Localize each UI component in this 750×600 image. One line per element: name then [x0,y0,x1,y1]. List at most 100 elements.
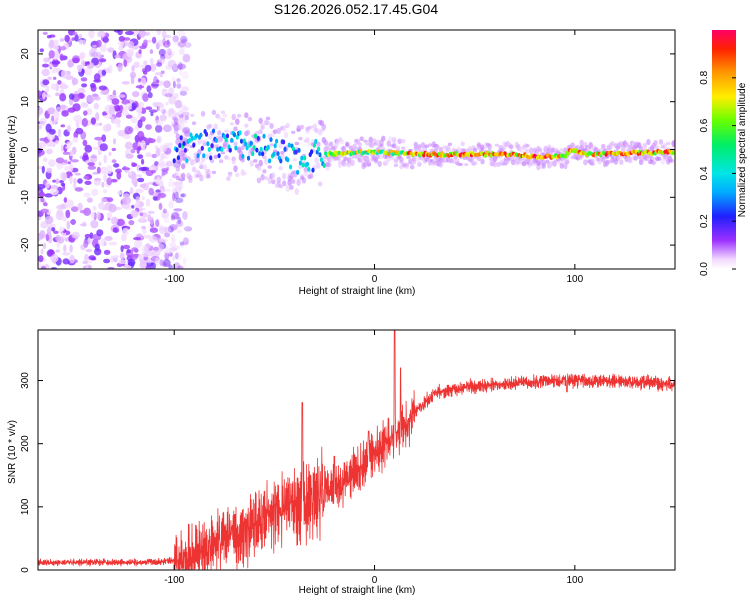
spectrogram-cell [125,114,133,119]
spectrogram-cell [121,167,131,171]
spectrogram-cell [190,159,195,166]
chart-title: S126.2026.052.17.45.G04 [273,1,439,17]
spectrogram-cell [224,129,229,133]
spectrogram-cell [146,137,153,143]
spectrogram-cell [255,147,259,153]
spectrogram-cell [228,147,232,153]
spectrogram-cell [174,181,182,187]
spectrogram-cell [176,83,182,89]
spectrogram-cell [181,86,189,93]
spectrogram-cell [85,248,93,253]
spectrogram-cell [175,197,184,204]
spectrogram-cell [53,45,60,50]
spectrogram-cell [161,173,165,177]
spectrogram-cell [151,36,157,44]
spectrogram-cell [406,155,411,160]
spectrogram-cell [131,102,137,111]
spectrogram-cell [125,153,134,159]
spectrogram-cell [525,144,530,148]
spectrogram-cell [57,80,62,85]
spectrogram-cell [60,124,66,128]
spectrogram-cell [111,159,117,164]
spectrogram-cell [386,140,391,147]
spectrogram-cell [467,145,473,152]
spectrogram-cell [142,93,149,102]
spectrogram-cell [350,159,355,167]
spectrogram-cell [160,70,165,75]
spectrogram-cell [202,140,208,144]
spectrogram-cell [135,199,140,206]
spectrogram-cell [140,77,147,86]
spectrogram-cell [182,237,189,246]
spectrogram-cell [40,248,44,255]
spectrogram-cell [164,93,173,98]
spectrogram-cell [520,149,525,153]
spectrogram-cell [169,178,173,183]
spectrogram-cell [148,235,158,243]
spectrogram-cell [464,163,469,167]
spectrogram-cell [480,158,485,165]
spectrogram-cell [122,227,129,236]
spectrogram-cell [377,160,382,168]
spectrogram-cell [660,158,665,165]
spectrogram-cell [90,84,97,92]
spectrogram-cell [182,257,187,266]
spectrogram-cell [59,93,67,102]
spectrogram-cell [147,92,153,99]
spectrogram-cell [80,77,88,82]
spectrogram-cell [45,234,50,242]
colorbar-tick-label: 0.0 [699,262,710,276]
spectrogram-cell [155,189,162,193]
spectrogram-cell [226,176,231,182]
spectrogram-cell [116,171,122,180]
spectrogram-cell [624,142,629,147]
spectrogram-cell [273,149,278,153]
spectrogram-cell [303,155,307,161]
spectrogram-cell [207,147,211,152]
spectrogram-cell [411,155,417,162]
spectrogram-cell [45,123,52,133]
spectrogram-cell [67,60,73,68]
spectrogram-cell [671,140,675,148]
spectrogram-cell [199,132,203,138]
spectrogram-cell [512,158,518,163]
spectrogram-cell [102,189,108,194]
spectrogram-cell [368,136,373,144]
spectrogram-cell [149,57,154,65]
spectrogram-cell [84,144,92,153]
spectrogram-cell [96,229,104,237]
spectrogram-cell [155,219,160,228]
spectrogram-cell [123,37,131,41]
spectrogram-cell [132,91,140,98]
y-tick-label: 300 [20,372,31,389]
spectrogram-cell [146,85,152,93]
spectrogram-cell [72,57,80,64]
spectrogram-cell [317,146,321,152]
spectrogram-cell [59,180,64,184]
spectrogram-cell [65,146,71,149]
spectrogram-cell [252,145,256,151]
spectrogram-cell [55,249,60,253]
spectrogram-cell [217,115,222,120]
x-tick-label: 0 [372,575,378,586]
spectrogram-cell [117,63,123,72]
spectrogram-cell [56,106,61,112]
spectrogram-cell [180,104,187,111]
spectrogram-cell [256,166,262,171]
spectrogram-cell [197,138,202,145]
spectrogram-cell [45,85,50,93]
spectrogram-cell [328,158,334,163]
spectrogram-cell [149,227,159,233]
spectrogram-cell [103,173,107,182]
spectrogram-cell [135,85,145,89]
spectrogram-cell [98,58,107,63]
spectrogram-cell [62,151,71,155]
spectrogram-cell [172,158,176,164]
colorbar-tick-label: 0.6 [699,118,710,132]
spectrogram-cell [662,143,667,150]
spectrogram-cell [177,63,187,70]
spectrogram-cell [87,165,97,170]
spectrogram-cell [217,153,221,159]
spectrogram-cell [43,157,48,163]
spectrogram-cell [538,148,543,153]
